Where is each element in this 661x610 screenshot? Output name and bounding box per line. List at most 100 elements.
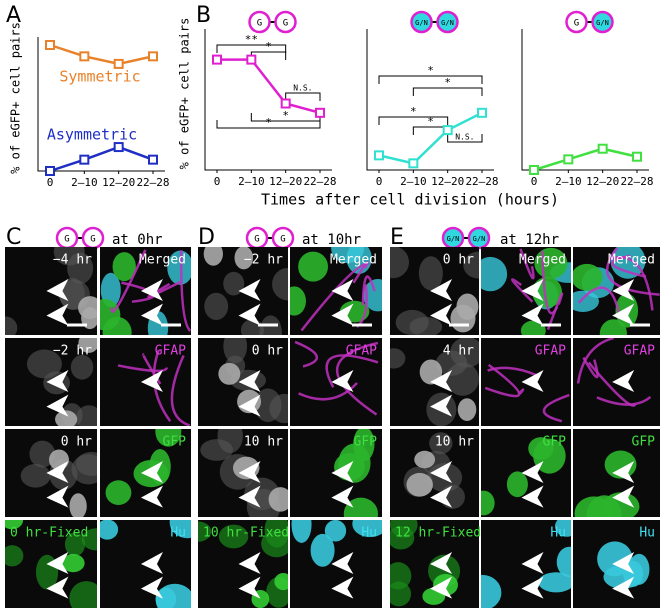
arrowhead xyxy=(331,279,354,301)
image-label: Merged xyxy=(139,253,186,268)
cell-blob xyxy=(353,429,375,462)
cell-strand xyxy=(147,280,181,299)
image-content xyxy=(481,429,571,517)
arrowhead xyxy=(238,552,261,574)
significance-bracket xyxy=(250,51,287,60)
x-tick-label: 12–20 xyxy=(102,176,135,189)
panel-label: A xyxy=(6,3,21,28)
panel-label: B xyxy=(196,3,211,28)
image-content xyxy=(198,429,288,517)
icon-label: G xyxy=(280,235,285,245)
cell-blob xyxy=(628,553,650,585)
cell-blob xyxy=(414,450,436,469)
arrowhead xyxy=(612,279,635,301)
arrowhead xyxy=(46,279,69,301)
significance-bracket xyxy=(216,44,287,53)
arrowhead xyxy=(430,303,453,326)
axis xyxy=(521,29,649,171)
image-content xyxy=(573,247,660,335)
image-label: GFP xyxy=(163,435,187,450)
significance-bracket xyxy=(285,92,321,101)
cell-blob xyxy=(450,304,476,333)
cell-strand xyxy=(335,341,379,416)
arrowhead xyxy=(46,394,69,417)
cell-blob xyxy=(53,247,85,266)
image-label: GFP xyxy=(354,435,378,450)
cell-blob xyxy=(55,410,78,426)
cell-blob xyxy=(406,472,433,497)
cell-blob xyxy=(5,520,24,530)
image-label: 0 hr xyxy=(61,435,92,450)
icon-label: G xyxy=(574,19,579,29)
cell-blob xyxy=(169,520,191,539)
significance-bracket xyxy=(378,116,449,125)
image-content xyxy=(5,520,97,608)
x-tick-label: 12–20 xyxy=(269,175,302,188)
cell-blob xyxy=(599,319,627,335)
arrowhead xyxy=(521,303,544,326)
marker xyxy=(280,98,291,109)
panel-title: at 0hr xyxy=(112,232,163,248)
cell-blob xyxy=(390,348,406,369)
cell-blob xyxy=(69,581,97,608)
arrowhead xyxy=(140,485,163,508)
significance-label: N.S. xyxy=(293,84,312,93)
image-content xyxy=(290,338,382,426)
image-label: Merged xyxy=(608,253,655,268)
cell-strand xyxy=(298,382,358,401)
image-label: 12 hr-Fixed xyxy=(395,526,481,541)
axis xyxy=(204,29,332,171)
cell-blob xyxy=(203,247,223,266)
image-label: 10 hr xyxy=(244,435,283,450)
x-tick-label: 0 xyxy=(47,176,54,189)
arrowhead xyxy=(430,552,453,574)
x-tick-label: 0 xyxy=(214,175,221,188)
marker xyxy=(442,125,453,136)
image-label: Hu xyxy=(361,526,377,541)
arrowhead xyxy=(46,370,69,392)
marker xyxy=(246,54,257,65)
significance-label: ** xyxy=(245,33,258,46)
cell-blob xyxy=(310,533,335,567)
marker xyxy=(148,154,158,165)
cell-strand xyxy=(110,249,147,313)
cell-blob xyxy=(223,338,248,364)
image-label: Merged xyxy=(519,253,566,268)
series-line xyxy=(49,43,154,66)
cell-blob xyxy=(70,354,94,380)
icon-label: G/N xyxy=(473,235,486,243)
cell-blob xyxy=(78,338,97,353)
cell-blob xyxy=(268,487,288,512)
x-tick-label: 2–10 xyxy=(238,175,265,188)
x-tick-label: 2–10 xyxy=(555,175,582,188)
significance-bracket xyxy=(447,134,483,143)
cell-blob xyxy=(75,451,97,476)
cell-blob xyxy=(363,278,382,312)
cell-strand xyxy=(179,250,191,332)
icon-label: G/N xyxy=(596,19,609,27)
cell-blob xyxy=(418,256,443,291)
significance-label: * xyxy=(427,115,434,128)
cell-blob xyxy=(390,247,409,279)
arrowhead xyxy=(430,279,453,301)
arrowhead xyxy=(140,552,163,574)
image-content xyxy=(481,338,571,426)
cell-strand xyxy=(587,361,637,407)
cell-blob xyxy=(573,263,603,291)
cell-blob xyxy=(574,496,614,517)
significance-label: * xyxy=(444,76,451,89)
arrowhead xyxy=(238,485,261,508)
cell-blob xyxy=(100,299,121,331)
image-content xyxy=(5,247,97,335)
cell-blob xyxy=(81,528,97,551)
cell-blob xyxy=(481,490,495,516)
arrowhead xyxy=(521,576,544,599)
cell-strand xyxy=(610,255,654,311)
arrowhead xyxy=(612,576,635,599)
arrowhead xyxy=(331,303,354,326)
arrowhead xyxy=(238,370,261,392)
cell-blob xyxy=(463,251,479,279)
series-line xyxy=(49,145,154,173)
image-label: Hu xyxy=(170,526,186,541)
